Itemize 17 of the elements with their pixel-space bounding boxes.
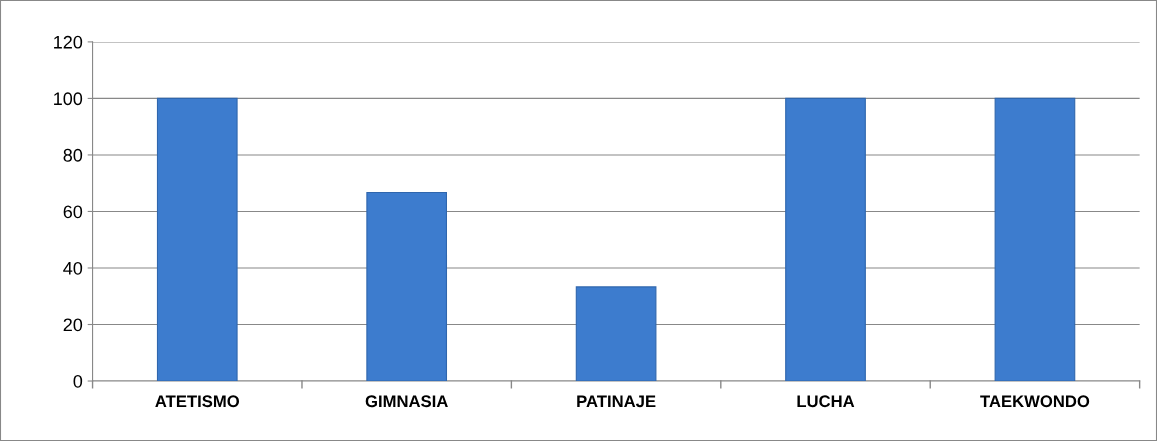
bar bbox=[156, 97, 238, 382]
x-tick-label: PATINAJE bbox=[577, 395, 656, 408]
bar bbox=[785, 97, 866, 382]
y-tick-label: 60 bbox=[63, 205, 83, 219]
x-tick-label: LUCHA bbox=[797, 395, 855, 408]
y-tick-label: 80 bbox=[63, 148, 83, 162]
x-tick-label: GIMNASIA bbox=[365, 395, 448, 408]
y-tick-label: 120 bbox=[54, 35, 83, 49]
y-tick-label: 100 bbox=[54, 92, 83, 106]
bar bbox=[575, 286, 657, 382]
bar bbox=[994, 97, 1076, 382]
y-tick-label: 20 bbox=[63, 318, 83, 332]
x-tick-label: TAEKWONDO bbox=[980, 395, 1090, 408]
x-tick-label: ATETISMO bbox=[155, 395, 240, 408]
bar bbox=[366, 191, 448, 382]
y-tick-label: 40 bbox=[63, 261, 83, 275]
y-tick-label: 0 bbox=[73, 374, 83, 388]
